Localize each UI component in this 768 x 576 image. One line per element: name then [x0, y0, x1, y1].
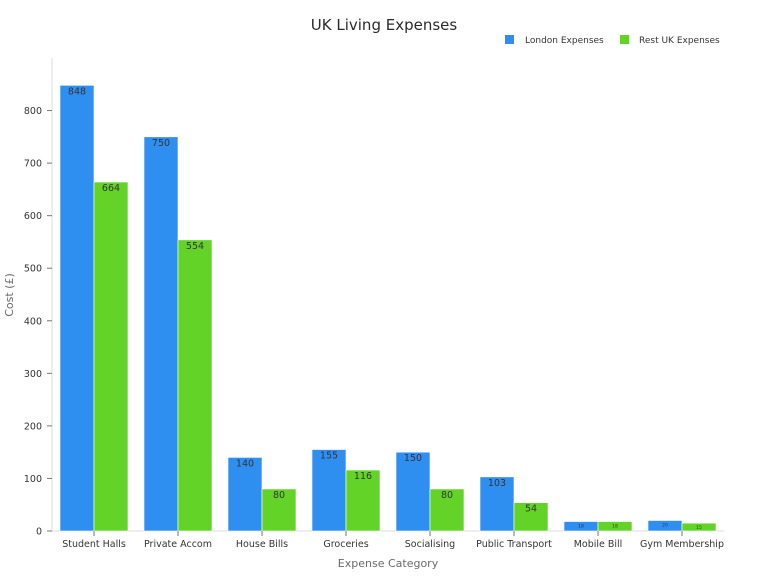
bar-value-label: 103 — [488, 478, 506, 489]
bar-value-label: 848 — [68, 86, 86, 97]
y-tick-label: 0 — [36, 527, 42, 538]
bar-value-label: 664 — [102, 183, 120, 194]
y-tick-label: 400 — [24, 316, 42, 327]
x-tick-label: Student Halls — [62, 539, 126, 550]
bar-value-label: 80 — [273, 490, 285, 501]
legend: London Expenses Rest UK Expenses — [505, 35, 720, 46]
bar-value-label: 554 — [186, 241, 204, 252]
bar-value-label: 18 — [612, 524, 618, 530]
x-ticks: Student Halls Private Accom House Bills Gro… — [62, 531, 724, 550]
bar-value-label: 150 — [404, 453, 422, 464]
bar-rest-uk — [597, 521, 633, 532]
bars — [59, 85, 717, 532]
y-tick-label: 100 — [24, 474, 42, 485]
y-ticks: 0 100 200 300 400 500 600 700 800 — [24, 106, 52, 538]
legend-label-london: London Expenses — [525, 36, 604, 46]
bar-value-label: 80 — [441, 490, 453, 501]
x-tick-label: House Bills — [236, 539, 288, 550]
x-tick-label: Socialising — [405, 539, 455, 550]
bar-value-label: 15 — [696, 525, 702, 531]
bar-rest-uk — [429, 488, 465, 532]
bar-rest-uk — [681, 522, 717, 532]
x-axis-title: Expense Category — [338, 557, 439, 570]
x-tick-label: Gym Membership — [640, 539, 724, 550]
bar-rest-uk — [93, 181, 129, 532]
bar-london — [479, 476, 515, 532]
bar-value-label: 116 — [354, 471, 372, 482]
bar-value-label: 18 — [578, 524, 584, 530]
bar-london — [227, 457, 263, 532]
legend-label-rest-uk: Rest UK Expenses — [639, 36, 720, 46]
bar-labels: 848 664 750 554 140 80 155 116 150 80 103 54 18 18 20 1… — [68, 86, 702, 531]
legend-swatch-rest-uk — [620, 35, 629, 44]
x-tick-label: Private Accom — [144, 539, 212, 550]
legend-swatch-london — [505, 35, 514, 44]
y-axis-title: Cost (£) — [3, 273, 16, 317]
x-tick-label: Mobile Bill — [574, 539, 623, 550]
bar-value-label: 54 — [525, 504, 537, 515]
bar-london — [395, 451, 431, 532]
bar-london — [143, 136, 179, 532]
bar-rest-uk — [513, 502, 549, 532]
bar-london — [59, 85, 95, 532]
y-tick-label: 700 — [24, 159, 42, 170]
bar-rest-uk — [345, 469, 381, 532]
x-tick-label: Public Transport — [476, 539, 552, 550]
y-tick-label: 800 — [24, 106, 42, 117]
bar-value-label: 750 — [152, 138, 170, 149]
bar-rest-uk — [177, 239, 213, 532]
chart-title: UK Living Expenses — [311, 16, 458, 34]
x-tick-label: Groceries — [323, 539, 368, 550]
y-tick-label: 200 — [24, 421, 42, 432]
y-tick-label: 600 — [24, 211, 42, 222]
bar-value-label: 155 — [320, 451, 338, 462]
bar-london — [311, 449, 347, 532]
y-tick-label: 300 — [24, 369, 42, 380]
bar-rest-uk — [261, 488, 297, 532]
bar-value-label: 20 — [662, 522, 668, 528]
bar-value-label: 140 — [236, 458, 254, 469]
y-tick-label: 500 — [24, 264, 42, 275]
